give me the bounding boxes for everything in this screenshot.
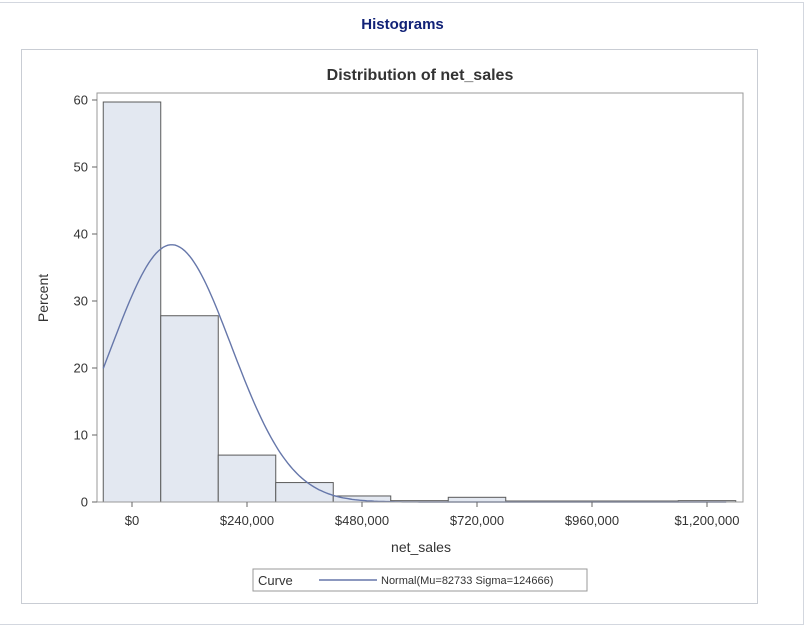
histogram-bar <box>447 496 507 503</box>
y-tick-label: 0 <box>81 495 88 510</box>
legend-box <box>252 568 588 592</box>
y-axis-ticks: 0 10 20 30 40 50 60 <box>74 93 97 510</box>
y-tick-label: 20 <box>74 361 88 376</box>
y-tick-label: 60 <box>74 93 88 108</box>
y-tick-label: 10 <box>74 428 88 443</box>
plot-frame <box>96 92 744 503</box>
legend-curve-label: Normal(Mu=82733 Sigma=124666) <box>381 575 553 587</box>
x-tick-label: $480,000 <box>335 513 389 528</box>
y-tick-label: 50 <box>74 160 88 175</box>
x-tick-label: $240,000 <box>220 513 274 528</box>
x-axis-ticks: $0 $240,000 $480,000 $720,000 $960,000 $1,200… <box>125 502 740 528</box>
x-tick-label: $960,000 <box>565 513 619 528</box>
legend-title: Curve <box>258 573 293 588</box>
legend: Curve Normal(Mu=82733 Sigma=124666) <box>252 568 588 592</box>
histogram-bar <box>160 315 219 503</box>
x-axis-label: net_sales <box>391 539 451 555</box>
y-axis-label: Percent <box>35 274 51 322</box>
histogram-bars <box>102 101 737 503</box>
x-tick-label: $720,000 <box>450 513 504 528</box>
histogram-bar <box>217 454 277 503</box>
x-tick-label: $1,200,000 <box>674 513 739 528</box>
histogram-bar <box>102 101 162 503</box>
page-heading: Histograms <box>361 16 444 33</box>
x-tick-label: $0 <box>125 513 139 528</box>
chart-title: Distribution of net_sales <box>327 67 514 84</box>
y-tick-label: 30 <box>74 294 88 309</box>
y-tick-label: 40 <box>74 227 88 242</box>
